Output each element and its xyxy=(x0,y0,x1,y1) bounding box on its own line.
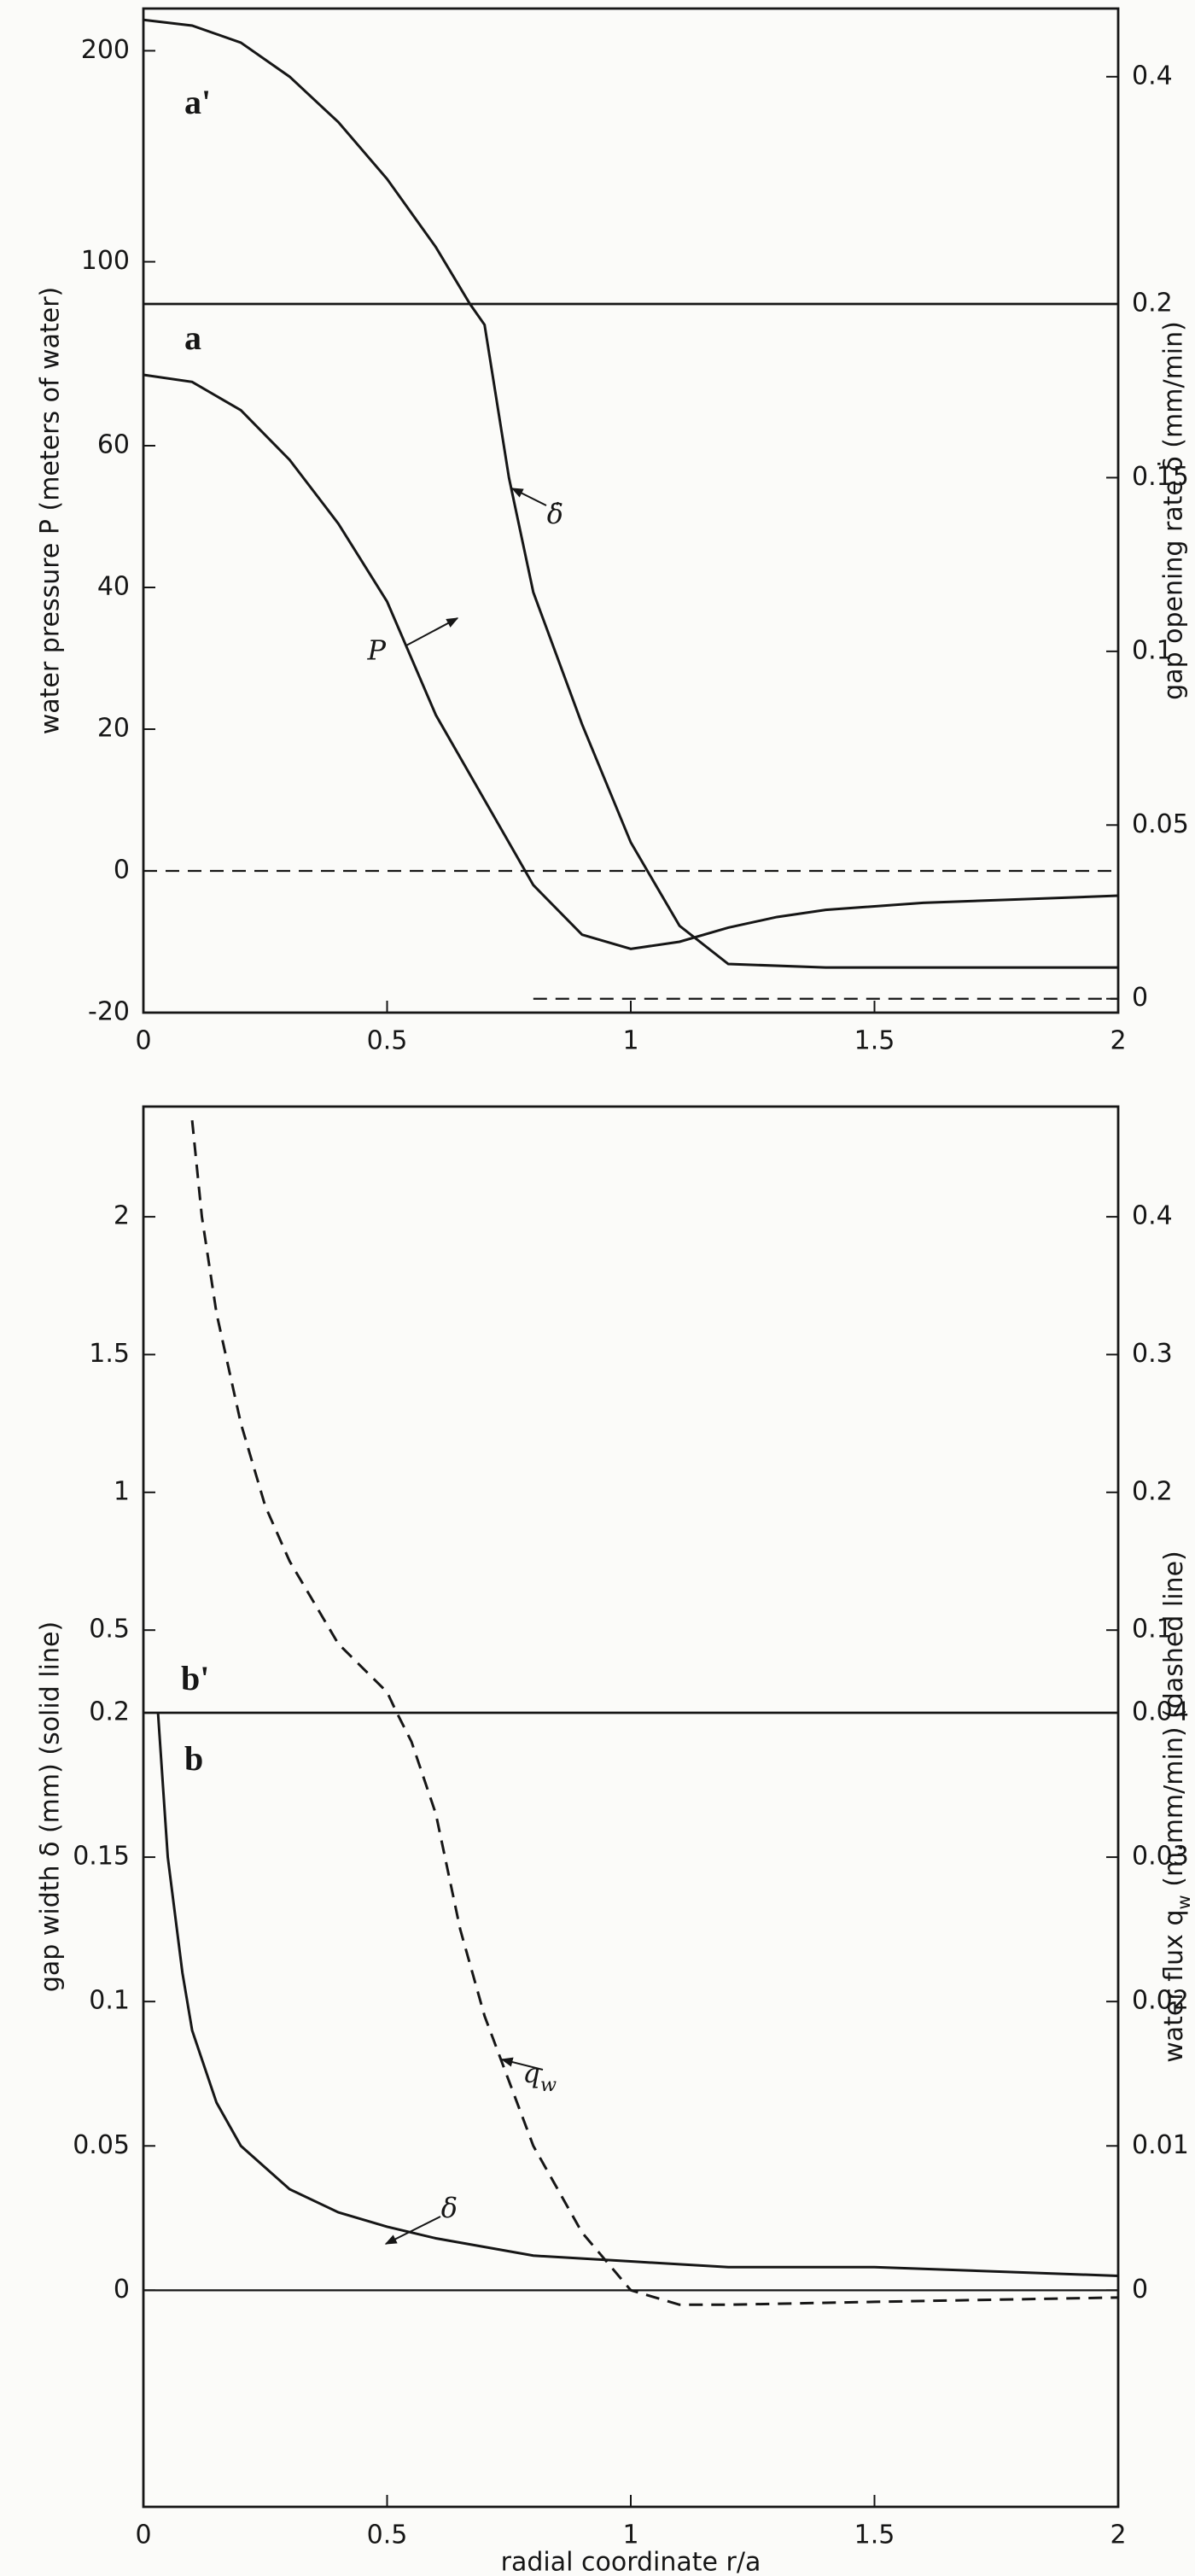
x-tick-label: 0 xyxy=(135,2521,151,2550)
y2-tick-label: 0.1 xyxy=(1132,1615,1173,1644)
y-tick-label: 40 xyxy=(97,572,130,602)
y2-tick-label: 0.05 xyxy=(1132,809,1189,839)
x-axis-label: radial coordinate r/a xyxy=(501,2548,761,2576)
y2-tick-label: 0.4 xyxy=(1132,61,1173,91)
y2-axis-label: water flux qw (m.mm/min) (dashed line) xyxy=(1159,1551,1195,2062)
y-tick-label: 1.5 xyxy=(89,1339,130,1369)
y-tick-label: 1 xyxy=(114,1476,130,1506)
y2-tick-label: 0.03 xyxy=(1132,1842,1189,1872)
x-tick-label: 2 xyxy=(1110,2521,1126,2550)
curve-label: δ xyxy=(441,2192,458,2224)
plot-frame xyxy=(142,1105,1120,2509)
y2-tick-label: 0.02 xyxy=(1132,1986,1189,2016)
curve-label: δ̇ xyxy=(547,498,563,530)
data-line xyxy=(190,1119,1119,2306)
y-tick-label: 0.1 xyxy=(89,1986,130,2016)
label-arrow xyxy=(500,2057,544,2071)
y-tick-label: 200 xyxy=(81,35,130,65)
y2-tick-label: 0.2 xyxy=(1132,289,1173,318)
y2-axis-label: gap opening rate δ̇ (mm/min) xyxy=(1157,321,1188,700)
y-tick-label: 100 xyxy=(81,246,130,276)
x-tick-label: 1.5 xyxy=(854,2521,895,2550)
y2-tick-label: 0.15 xyxy=(1132,462,1189,492)
label-arrow xyxy=(510,488,547,506)
y-axis-label: water pressure P (meters of water) xyxy=(36,287,66,735)
curve-label: qw xyxy=(522,2057,557,2097)
x-tick-label: 1 xyxy=(622,2521,638,2550)
y2-tick-label: 0 xyxy=(1132,2275,1148,2304)
panel-label: a' xyxy=(184,83,211,121)
y2-axis-label-part: (m.mm/min) (dashed line) xyxy=(1159,1551,1189,1895)
x-tick-label: 2 xyxy=(1110,1026,1126,1056)
curve-label: P xyxy=(366,634,386,667)
y-tick-label: 0.5 xyxy=(89,1615,130,1644)
y2-tick-label: 0 xyxy=(1132,983,1148,1013)
y-tick-label: 2 xyxy=(114,1201,130,1231)
x-tick-label: 0.5 xyxy=(367,2521,408,2550)
y2-axis-label-part: water flux q xyxy=(1159,1909,1189,2062)
x-tick-label: 1.5 xyxy=(854,1026,895,1056)
panel-label: b' xyxy=(181,1659,209,1697)
curve-label-part: w xyxy=(540,2074,557,2096)
y2-tick-label: 0.3 xyxy=(1132,1339,1173,1369)
y2-tick-label: 0.1 xyxy=(1132,635,1173,665)
y2-tick-label: 0.4 xyxy=(1132,1201,1173,1231)
y-tick-label: 0.2 xyxy=(89,1697,130,1727)
y-tick-label: -20 xyxy=(88,997,130,1027)
label-arrow xyxy=(405,617,459,646)
y2-tick-label: 0.2 xyxy=(1132,1476,1173,1506)
data-line xyxy=(143,18,1118,969)
panel-label: a xyxy=(184,318,201,357)
x-tick-label: 0 xyxy=(135,1026,151,1056)
y-tick-label: 0 xyxy=(114,2275,130,2304)
y-tick-label: 0.15 xyxy=(73,1842,130,1872)
panel-label: b xyxy=(184,1739,203,1778)
y2-axis-label-part: w xyxy=(1174,1895,1194,1909)
data-line xyxy=(143,373,1119,950)
y2-tick-label: 0.01 xyxy=(1132,2130,1189,2160)
y-tick-label: 0 xyxy=(114,856,130,885)
plot-frame xyxy=(142,7,1120,1014)
data-line xyxy=(156,1712,1119,2277)
y-tick-label: 60 xyxy=(97,430,130,460)
y2-tick-label: 0.04 xyxy=(1132,1697,1189,1727)
label-arrow xyxy=(384,2216,441,2245)
x-tick-label: 1 xyxy=(622,1026,638,1056)
y-axis-label: gap width δ (mm) (solid line) xyxy=(36,1621,66,1992)
x-tick-label: 0.5 xyxy=(367,1026,408,1056)
y-tick-label: 0.05 xyxy=(73,2130,130,2160)
y-tick-label: 20 xyxy=(97,714,130,744)
curve-label-part: q xyxy=(522,2057,539,2089)
